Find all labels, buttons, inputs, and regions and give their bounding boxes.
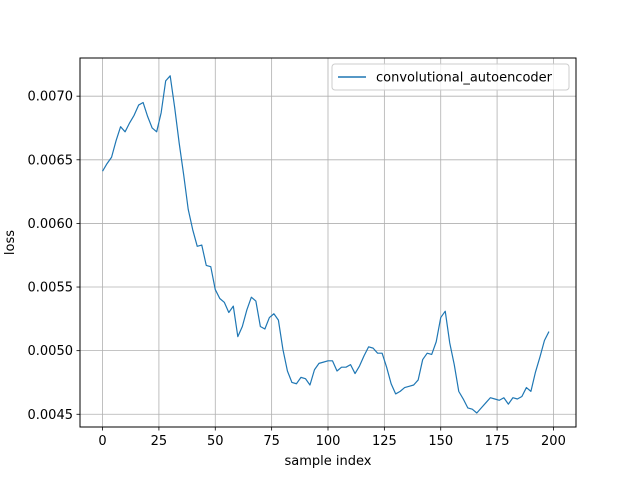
legend: convolutional_autoencoder bbox=[331, 63, 570, 91]
x-tick-label: 175 bbox=[485, 434, 510, 449]
x-axis-title: sample index bbox=[285, 454, 372, 469]
y-tick-label: 0.0050 bbox=[28, 344, 74, 359]
ticks: 0 25 50 75 100 125 150 175 200 0.0045 0.0050 0.0055… bbox=[28, 90, 566, 449]
y-tick-label: 0.0070 bbox=[28, 90, 74, 105]
x-tick-label: 150 bbox=[428, 434, 453, 449]
y-tick-label: 0.0055 bbox=[28, 281, 74, 296]
x-tick-label: 200 bbox=[541, 434, 566, 449]
y-axis-title: loss bbox=[3, 230, 18, 255]
x-tick-label: 100 bbox=[316, 434, 341, 449]
series-layer bbox=[102, 75, 550, 414]
y-tick-label: 0.0060 bbox=[28, 217, 74, 232]
legend-label: convolutional_autoencoder bbox=[376, 71, 553, 86]
grid bbox=[80, 58, 576, 427]
x-tick-label: 50 bbox=[207, 434, 224, 449]
series-line-0 bbox=[102, 75, 550, 414]
x-tick-label: 0 bbox=[98, 434, 106, 449]
legend-box bbox=[331, 63, 570, 91]
y-tick-label: 0.0045 bbox=[28, 408, 74, 423]
y-tick-label: 0.0065 bbox=[28, 153, 74, 168]
x-tick-label: 75 bbox=[263, 434, 280, 449]
x-tick-label: 125 bbox=[372, 434, 397, 449]
x-tick-label: 25 bbox=[151, 434, 168, 449]
